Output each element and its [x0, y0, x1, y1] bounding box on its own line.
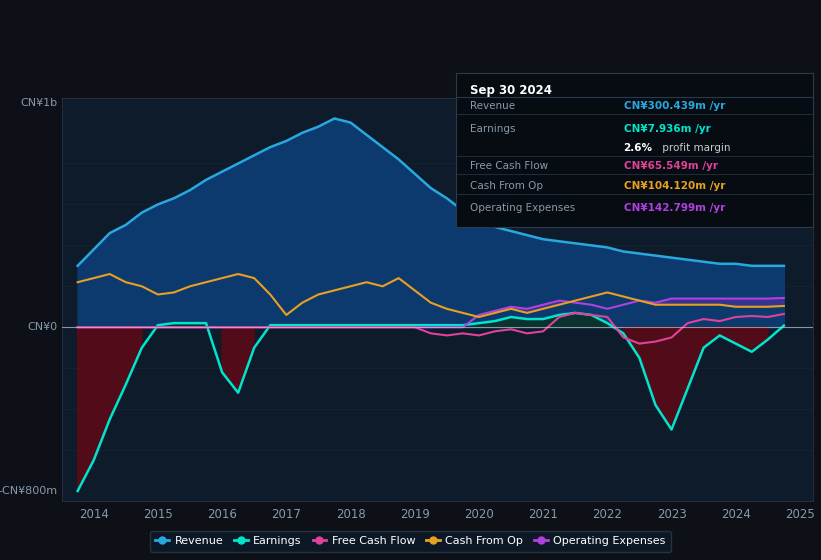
Text: CN¥300.439m /yr: CN¥300.439m /yr	[623, 101, 725, 111]
Text: CN¥7.936m /yr: CN¥7.936m /yr	[623, 124, 710, 134]
Text: Revenue: Revenue	[470, 101, 515, 111]
Text: CN¥104.120m /yr: CN¥104.120m /yr	[623, 181, 725, 192]
Text: Earnings: Earnings	[470, 124, 516, 134]
Text: Cash From Op: Cash From Op	[470, 181, 543, 192]
Text: CN¥0: CN¥0	[28, 322, 57, 332]
Text: Sep 30 2024: Sep 30 2024	[470, 83, 552, 96]
Text: profit margin: profit margin	[659, 143, 731, 153]
Text: CN¥142.799m /yr: CN¥142.799m /yr	[623, 203, 725, 213]
Text: CN¥1b: CN¥1b	[21, 98, 57, 108]
Text: CN¥65.549m /yr: CN¥65.549m /yr	[623, 161, 718, 171]
Text: Operating Expenses: Operating Expenses	[470, 203, 576, 213]
Text: 2.6%: 2.6%	[623, 143, 653, 153]
Text: -CN¥800m: -CN¥800m	[0, 486, 57, 496]
Text: Free Cash Flow: Free Cash Flow	[470, 161, 548, 171]
Legend: Revenue, Earnings, Free Cash Flow, Cash From Op, Operating Expenses: Revenue, Earnings, Free Cash Flow, Cash …	[150, 530, 671, 552]
